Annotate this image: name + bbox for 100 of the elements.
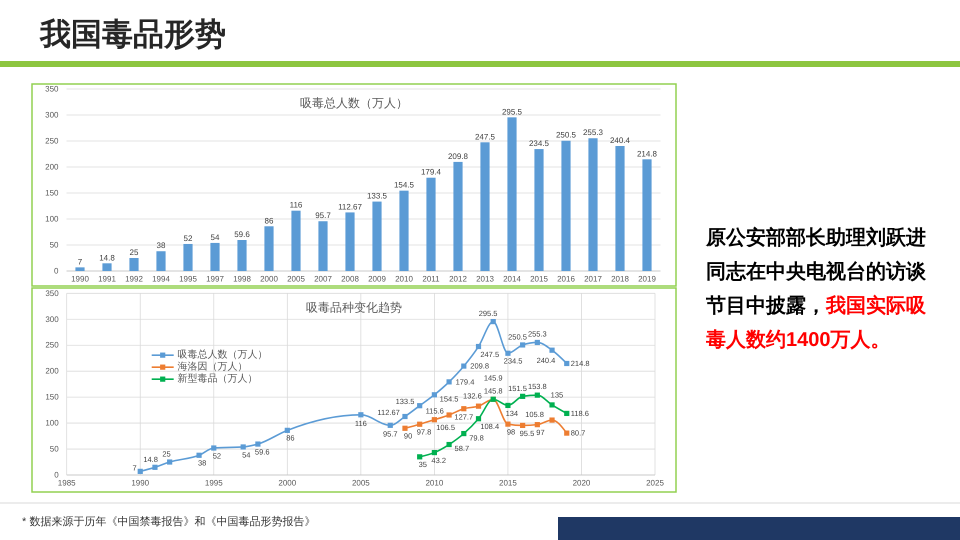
data-label: 95.7 [315, 211, 332, 220]
x-tick-label: 2010 [395, 274, 414, 284]
x-tick-label: 2011 [422, 274, 440, 284]
point [476, 416, 482, 422]
x-tick-label: 1990 [71, 274, 90, 284]
point [564, 360, 570, 366]
x-tick-label: 1995 [179, 274, 198, 284]
x-tick-label: 2017 [584, 274, 602, 284]
x-tick-label: 2013 [476, 274, 494, 284]
point [505, 402, 511, 408]
bar [642, 159, 652, 271]
point [167, 459, 172, 465]
text: 我国实际吸 [825, 294, 927, 317]
x-tick-label: 2000 [278, 478, 297, 488]
bar [399, 190, 409, 271]
bar [102, 263, 112, 271]
x-tick-label: 1997 [206, 274, 224, 284]
bar [534, 149, 544, 271]
point [505, 350, 511, 356]
x-tick-label: 2012 [449, 274, 468, 284]
text: 吸毒品种变化趋势 [306, 300, 402, 314]
point [520, 422, 526, 428]
x-tick-label: 2005 [352, 478, 370, 488]
data-label: 52 [184, 234, 193, 243]
point [461, 430, 466, 436]
data-label: 59.6 [234, 230, 250, 240]
point [446, 442, 452, 448]
point [549, 417, 555, 423]
text: 节目中披露， [705, 295, 826, 317]
bar [264, 226, 274, 271]
bar [156, 251, 166, 271]
x-tick-label: 1990 [131, 478, 150, 488]
data-label: 250.5 [556, 130, 577, 140]
y-tick-label: 350 [45, 84, 60, 94]
point [461, 363, 466, 369]
bar [507, 117, 517, 271]
y-tick-label: 150 [45, 392, 60, 402]
bar [561, 140, 571, 271]
text: 吸毒总人数（万人） [300, 96, 408, 110]
point [549, 348, 555, 353]
text: * 数据来源于历年《中国禁毒报告》和《中国毒品形势报告》 [22, 515, 316, 528]
x-tick-label: 2015 [499, 478, 518, 488]
y-tick-label: 200 [45, 366, 60, 376]
legend-label: 海洛因（万人） [178, 360, 248, 373]
y-tick-label: 50 [50, 240, 60, 250]
x-tick-label: 2019 [638, 274, 656, 284]
x-tick-label: 1985 [58, 478, 76, 488]
point [432, 417, 437, 422]
point [255, 441, 260, 447]
y-tick-label: 250 [45, 136, 60, 146]
point [564, 430, 570, 436]
x-tick-label: 1992 [125, 274, 144, 284]
point [211, 445, 216, 451]
legend-label: 新型毒品（万人） [178, 372, 258, 385]
x-tick-label: 2015 [530, 274, 548, 284]
bar [480, 142, 490, 271]
bar [318, 221, 328, 271]
y-tick-label: 200 [45, 162, 60, 172]
point [534, 422, 540, 428]
data-label: 86 [264, 216, 274, 226]
bar [183, 244, 193, 271]
data-label: 255.3 [582, 128, 604, 138]
bar [291, 210, 301, 271]
x-tick-label: 2008 [341, 274, 360, 284]
x-tick-label: 2018 [611, 274, 630, 284]
data-label: 54 [210, 232, 220, 242]
text: 原公安部部长助理刘跃进同志在中央电视台的访谈 [705, 226, 927, 283]
point [417, 454, 422, 460]
point [388, 422, 393, 428]
data-label: 295.5 [502, 107, 523, 116]
bar [345, 212, 355, 271]
bar [237, 240, 247, 271]
y-tick-label: 50 [50, 444, 60, 454]
x-tick-label: 2016 [557, 274, 576, 284]
point [446, 379, 452, 384]
y-tick-label: 300 [45, 110, 60, 120]
x-tick-label: 1995 [204, 478, 224, 488]
x-tick-label: 2000 [260, 274, 278, 284]
point [152, 464, 158, 470]
bar [210, 242, 220, 271]
point [284, 428, 290, 433]
data-label: 214.8 [636, 149, 658, 158]
point [534, 340, 540, 346]
x-tick-label: 2010 [425, 478, 444, 488]
point [549, 402, 555, 408]
point [461, 406, 466, 412]
point [402, 414, 408, 420]
x-tick-label: 2025 [646, 478, 664, 488]
y-tick-label: 0 [54, 266, 60, 276]
point [417, 422, 422, 427]
text: 毒人数约1400万人。 [705, 329, 890, 351]
y-tick-label: 250 [45, 340, 60, 350]
bar [615, 146, 625, 271]
point [432, 450, 437, 456]
point [240, 444, 246, 450]
y-tick-label: 0 [54, 470, 60, 480]
point [196, 452, 202, 458]
bar [588, 138, 598, 271]
data-label: 240.4 [610, 136, 631, 145]
point [476, 404, 482, 409]
